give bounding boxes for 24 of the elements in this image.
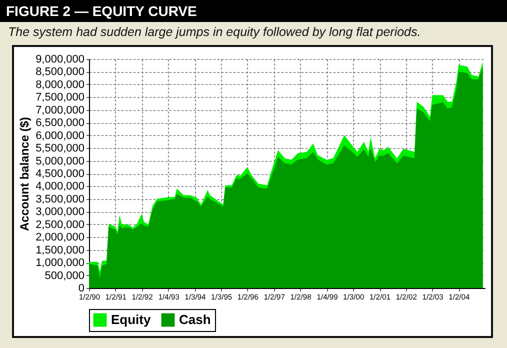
y-tick-label: 4,000,000 — [36, 180, 84, 193]
y-tick-label: 2,000,000 — [36, 232, 84, 244]
legend-label: Cash — [179, 312, 211, 327]
chart-subtitle: The system had sudden large jumps in equity followed by long flat periods. — [7, 24, 422, 41]
y-tick-label: 7,500,000 — [36, 92, 84, 104]
y-tick-label: 3,500,000 — [36, 193, 84, 206]
y-tick-label: 1,000,000 — [36, 257, 84, 270]
y-tick-label: 8,000,000 — [36, 78, 84, 91]
legend-label: Equity — [111, 312, 152, 327]
y-tick-label: 4,500,000 — [36, 168, 84, 180]
y-tick-label: 5,500,000 — [36, 142, 84, 155]
y-tick-label: 0 — [78, 282, 84, 294]
y-tick-label: 5,000,000 — [36, 155, 84, 168]
y-tick-label: 7,000,000 — [36, 104, 84, 116]
chart-title: FIGURE 2 — EQUITY CURVE — [0, 0, 507, 22]
y-tick-label: 8,500,000 — [36, 66, 84, 78]
y-tick-label: 3,000,000 — [36, 206, 84, 218]
y-tick-label: 9,000,000 — [36, 54, 84, 66]
y-tick-label: 6,000,000 — [36, 130, 84, 142]
y-tick-label: 500,000 — [44, 270, 84, 282]
y-axis-title: Account balance ($) — [18, 116, 32, 232]
y-tick-label: 1,500,000 — [36, 244, 84, 256]
y-tick-label: 2,500,000 — [36, 218, 84, 231]
y-tick-label: 6,500,000 — [36, 117, 84, 130]
